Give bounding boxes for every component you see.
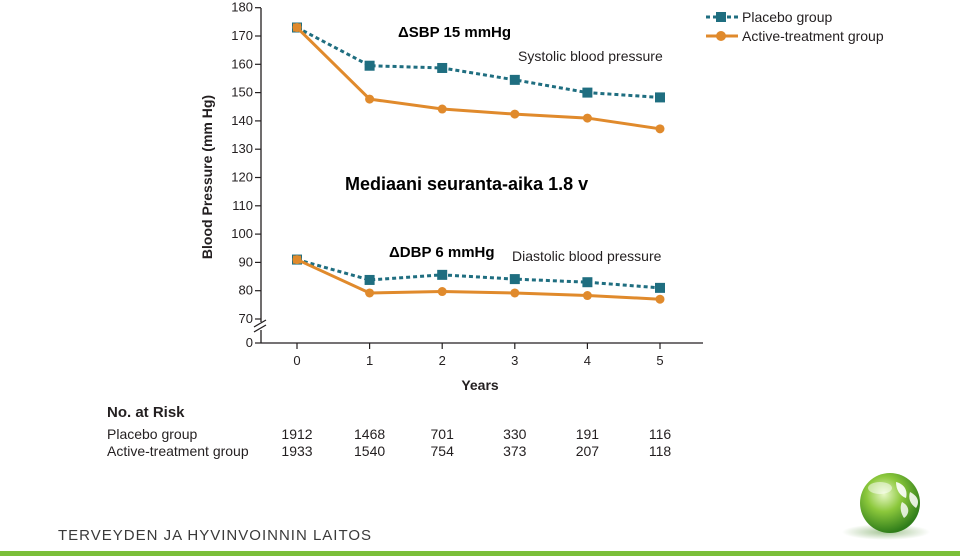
y-tick-label-80: 80 (239, 283, 253, 298)
risk-value-r1-c0: 1933 (281, 443, 313, 459)
x-tick-label-4: 4 (584, 353, 591, 368)
risk-value-r1-c4: 207 (575, 443, 600, 459)
risk-row-active-label: Active-treatment group (107, 443, 249, 459)
risk-value-r0-c1: 1468 (354, 426, 386, 442)
risk-value-r0-c2: 701 (430, 426, 454, 442)
x-axis-title: Years (461, 377, 499, 393)
marker-p1-s1-x1 (365, 288, 375, 298)
median-followup-text: Mediaani seuranta-aika 1.8 v (345, 174, 588, 194)
marker-p1-s1-x4 (582, 291, 592, 301)
risk-value-r1-c3: 373 (503, 443, 527, 459)
risk-value-r0-c5: 116 (648, 426, 672, 442)
delta-sbp-annotation: ΔSBP 15 mmHg (398, 24, 511, 41)
marker-p0-s1-x2 (437, 104, 447, 114)
y-tick-label-100: 100 (231, 226, 253, 241)
marker-p0-s1-x4 (582, 113, 592, 123)
y-tick-label-170: 170 (231, 28, 253, 43)
series-line-p1-s1 (296, 258, 661, 301)
start-marker-overlap-p1 (293, 255, 301, 264)
marker-p0-s1-x3 (510, 109, 520, 119)
risk-value-r0-c4: 191 (575, 426, 600, 442)
x-tick-label-1: 1 (366, 353, 373, 368)
y-tick-label-140: 140 (231, 113, 253, 128)
risk-value-r1-c5: 118 (648, 443, 672, 459)
marker-p0-s0-x4 (582, 87, 593, 98)
series-line-p1-s0 (296, 258, 661, 290)
x-tick-label-0: 0 (293, 353, 300, 368)
axis-break-mark-1 (253, 319, 267, 328)
x-tick-label-5: 5 (656, 353, 663, 368)
chart-axes: 0 70 80 90 100 110 120 130 140 150 160 170 180 0 1 2 3 4 5… (199, 0, 703, 393)
marker-p1-s1-x3 (510, 288, 520, 298)
marker-p1-s0-x4 (582, 277, 593, 288)
y-axis-title: Blood Pressure (mm Hg) (199, 95, 215, 259)
y-tick-label-180: 180 (231, 0, 253, 15)
risk-value-r1-c1: 1540 (354, 443, 386, 459)
y-tick-label-110: 110 (232, 198, 253, 213)
series-line-p0-s1 (295, 26, 661, 131)
y-tick-label-120: 120 (231, 170, 253, 185)
marker-p0-s1-x1 (365, 94, 375, 104)
delta-dbp-annotation: ΔDBP 6 mmHg (389, 244, 495, 261)
y-tick-label-150: 150 (231, 85, 253, 100)
marker-p0-s0-x2 (437, 62, 448, 73)
legend-placebo-marker (716, 12, 726, 22)
marker-p0-s0-x3 (509, 74, 520, 85)
systolic-panel-label: Systolic blood pressure (518, 48, 663, 64)
risk-value-r0-c0: 1912 (281, 426, 313, 442)
footer-organization: TERVEYDEN JA HYVINVOINNIN LAITOS (58, 527, 373, 544)
y-tick-label-0: 0 (246, 335, 253, 350)
marker-p1-s1-x2 (437, 287, 447, 297)
chart-series (292, 22, 665, 304)
marker-p0-s0-x1 (364, 60, 375, 71)
x-tick-label-3: 3 (511, 353, 518, 368)
chart-annotations: ΔSBP 15 mmHg ΔDBP 6 mmHg Systolic blood … (345, 24, 663, 264)
risk-row-placebo-label: Placebo group (107, 426, 198, 442)
green-sphere-leaf-logo-icon (842, 473, 930, 540)
diastolic-panel-label: Diastolic blood pressure (512, 248, 662, 264)
risk-value-r0-c3: 330 (503, 426, 527, 442)
chart-legend: Placebo group Active-treatment group (706, 9, 884, 44)
footer-accent-line (0, 551, 960, 556)
marker-p1-s0-x3 (509, 274, 520, 285)
legend-active-marker (716, 31, 726, 41)
x-tick-label-2: 2 (439, 353, 446, 368)
legend-placebo-label: Placebo group (742, 9, 833, 25)
marker-p0-s1-x5 (655, 124, 665, 134)
y-tick-label-130: 130 (231, 141, 253, 156)
marker-p1-s0-x1 (364, 274, 375, 285)
marker-p1-s0-x5 (655, 282, 665, 293)
marker-p1-s0-x2 (437, 269, 448, 280)
y-tick-label-70: 70 (239, 311, 253, 326)
start-marker-overlap-p0 (293, 23, 301, 32)
legend-active-label: Active-treatment group (742, 28, 884, 44)
y-tick-label-90: 90 (239, 254, 253, 269)
risk-table-title: No. at Risk (107, 404, 185, 421)
series-line-p0-s0 (296, 26, 661, 99)
risk-value-r1-c2: 754 (430, 443, 454, 459)
axis-break-mark-2 (253, 324, 267, 333)
marker-p0-s0-x5 (655, 92, 665, 103)
marker-p1-s1-x5 (655, 294, 665, 304)
y-tick-label-160: 160 (231, 56, 253, 71)
